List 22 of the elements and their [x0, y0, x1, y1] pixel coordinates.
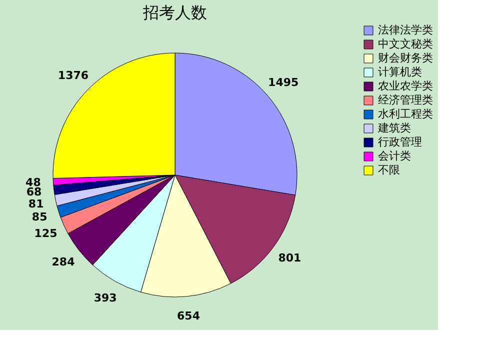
- legend-label: 计算机类: [378, 66, 422, 78]
- data-label: 81: [28, 197, 44, 210]
- legend-label: 建筑类: [377, 122, 411, 134]
- legend-label: 行政管理: [378, 136, 422, 148]
- data-label: 85: [32, 210, 48, 224]
- legend-label: 不限: [378, 164, 400, 176]
- data-label: 1376: [58, 68, 89, 82]
- data-label: 393: [94, 292, 117, 305]
- legend-label: 中文文秘类: [378, 38, 433, 50]
- data-label: 68: [26, 185, 42, 198]
- data-label: 125: [34, 226, 58, 240]
- legend-label: 农业农学类: [378, 80, 433, 92]
- legend-label: 财会财务类: [378, 52, 433, 64]
- data-label: 284: [52, 256, 76, 269]
- data-label: 654: [177, 309, 200, 322]
- legend-label: 会计类: [378, 150, 411, 162]
- data-label: 801: [278, 252, 302, 265]
- legend-label: 经济管理类: [378, 94, 433, 106]
- chart-title: 招考人数: [142, 3, 207, 22]
- data-label: 1495: [268, 76, 299, 90]
- legend-label: 水利工程类: [378, 108, 433, 120]
- legend-label: 法律法学类: [378, 24, 433, 36]
